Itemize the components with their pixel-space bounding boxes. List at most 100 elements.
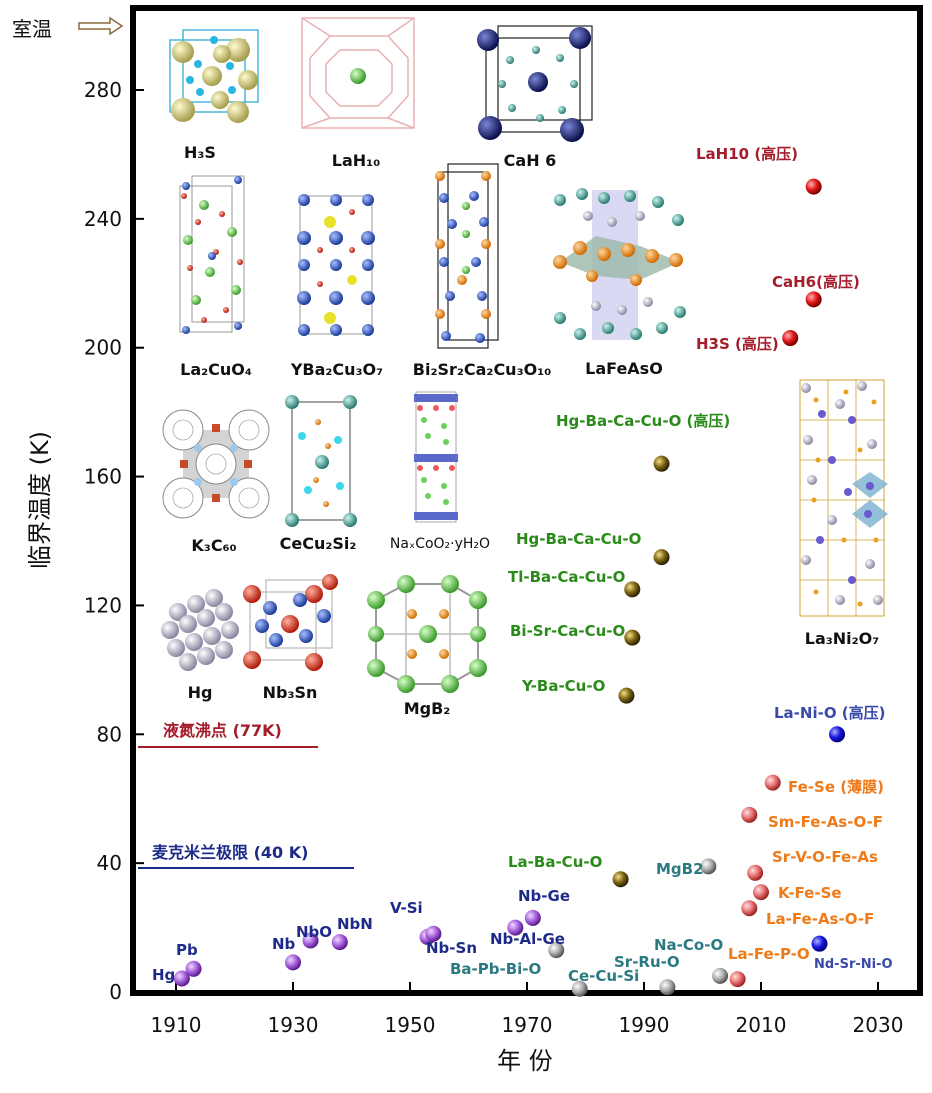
data-point	[624, 581, 641, 598]
data-point	[811, 935, 828, 952]
k3c60-label: K₃C₆₀	[191, 536, 236, 555]
data-point	[524, 909, 541, 926]
data-point	[764, 774, 781, 791]
bscco-label: Bi₂Sr₂Ca₂Cu₃O₁₀	[413, 360, 551, 379]
data-point	[700, 858, 717, 875]
data-point	[624, 629, 641, 646]
data-point	[331, 934, 348, 951]
data-point	[653, 549, 670, 566]
y-tick-label: 200	[84, 336, 122, 360]
point-labels: Hg Pb Nb NbO NbN V-Si Nb-Sn Nb-Ge Nb-Al-…	[152, 145, 893, 985]
label-vsi: V-Si	[390, 899, 423, 917]
la2cuo4-label: La₂CuO₄	[180, 360, 252, 379]
cecu2si2-label: CeCu₂Si₂	[280, 534, 357, 553]
cecu2si2-structure	[285, 395, 357, 527]
label-hg: Hg	[152, 966, 175, 984]
ybco-label: YBa₂Cu₃O₇	[290, 360, 383, 379]
label-bapbbio: Ba-Pb-Bi-O	[450, 960, 541, 978]
label-smfeasof: Sm-Fe-As-O-F	[768, 813, 883, 831]
x-tick-label: 1990	[619, 1013, 670, 1037]
data-point	[618, 687, 635, 704]
plot-frame	[130, 5, 923, 996]
data-point	[285, 954, 301, 971]
data-points	[173, 178, 846, 997]
ybco-structure	[297, 194, 375, 336]
nb3sn-label: Nb₃Sn	[263, 683, 318, 702]
axis-ticks: 1910 1930 1950 1970 1990 2010 2030 0 40 80 120 160 2…	[84, 78, 904, 1037]
label-ndsrnio: Nd-Sr-Ni-O	[814, 957, 893, 972]
label-lanio: La-Ni-O (高压)	[774, 704, 886, 722]
data-point	[741, 900, 758, 917]
cah6-label: CaH 6	[504, 151, 557, 170]
la3ni2o7-label: La₃Ni₂O₇	[805, 629, 880, 648]
label-nacoo: Na-Co-O	[654, 936, 723, 954]
label-h3s: H3S (高压)	[696, 335, 779, 353]
label-fese: Fe-Se (薄膜)	[788, 778, 884, 796]
h3s-label: H₃S	[184, 143, 216, 162]
data-point	[753, 884, 769, 901]
label-nbsn: Nb-Sn	[426, 939, 477, 957]
label-ybacuo: Y-Ba-Cu-O	[521, 677, 605, 695]
y-tick-label: 160	[84, 465, 122, 489]
room-temp-arrow	[78, 16, 124, 36]
x-tick-label: 1970	[502, 1013, 553, 1037]
label-hgbacacuo: Hg-Ba-Ca-Cu-O	[516, 530, 641, 548]
hg-structure	[161, 589, 239, 671]
data-point	[425, 925, 442, 942]
cah6-structure	[477, 25, 593, 142]
data-point	[782, 330, 799, 347]
la2cuo4-structure	[179, 175, 245, 334]
x-tick-label: 1910	[151, 1013, 202, 1037]
data-point	[805, 291, 822, 308]
label-pb: Pb	[176, 941, 198, 959]
lah10-structure	[301, 17, 415, 129]
x-tick-label: 2010	[736, 1013, 787, 1037]
data-point	[829, 726, 846, 743]
lah10-center-atom	[350, 68, 366, 84]
x-tick-label: 1950	[385, 1013, 436, 1037]
la3ni2o7-structure	[799, 379, 888, 617]
x-tick-label: 1930	[268, 1013, 319, 1037]
naxcoo2-structure	[414, 391, 458, 523]
data-point	[507, 919, 524, 936]
data-point	[747, 864, 764, 881]
ln2-label: 液氮沸点 (77K)	[163, 721, 282, 740]
label-lafepo: La-Fe-P-O	[728, 945, 810, 963]
data-point	[612, 871, 629, 888]
label-kfese: K-Fe-Se	[778, 884, 842, 902]
label-nbo: NbO	[296, 923, 332, 941]
label-labacuo: La-Ba-Cu-O	[508, 853, 602, 871]
y-tick-label: 240	[84, 207, 122, 231]
label-nb: Nb	[272, 935, 296, 953]
label-mgb2: MgB2	[656, 860, 704, 878]
data-point	[571, 980, 588, 997]
data-point	[548, 942, 565, 959]
data-point	[302, 932, 319, 949]
label-hgbacacuo-hp: Hg-Ba-Ca-Cu-O (高压)	[556, 412, 730, 430]
data-point	[712, 967, 729, 984]
x-axis-title: 年 份	[497, 1047, 553, 1075]
label-cah6: CaH6(高压)	[772, 273, 860, 291]
y-tick-label: 0	[109, 980, 122, 1004]
label-bisrcacuo: Bi-Sr-Ca-Cu-O	[510, 622, 625, 640]
y-tick-label: 280	[84, 78, 122, 102]
y-tick-label: 80	[97, 722, 122, 746]
lafeaso-label: LaFeAsO	[585, 359, 663, 378]
label-tlbacacuo: Tl-Ba-Ca-Cu-O	[508, 568, 625, 586]
label-cecusi: Ce-Cu-Si	[568, 967, 639, 985]
room-temp-label: 室温	[12, 17, 52, 41]
data-point	[659, 979, 676, 996]
y-axis-title: 临界温度 (K)	[26, 431, 54, 569]
mgb2-label: MgB₂	[404, 699, 451, 718]
hg-label: Hg	[188, 683, 213, 702]
mgb2-structure	[367, 575, 487, 693]
y-tick-label: 120	[84, 593, 122, 617]
k3c60-structure	[162, 409, 270, 519]
data-point	[805, 178, 822, 195]
label-nbge: Nb-Ge	[518, 887, 570, 905]
label-lafeasof: La-Fe-As-O-F	[766, 910, 874, 928]
x-tick-label: 2030	[853, 1013, 904, 1037]
naxcoo2-label: NaₓCoO₂·yH₂O	[390, 536, 490, 552]
lah10-label: LaH₁₀	[332, 151, 380, 170]
